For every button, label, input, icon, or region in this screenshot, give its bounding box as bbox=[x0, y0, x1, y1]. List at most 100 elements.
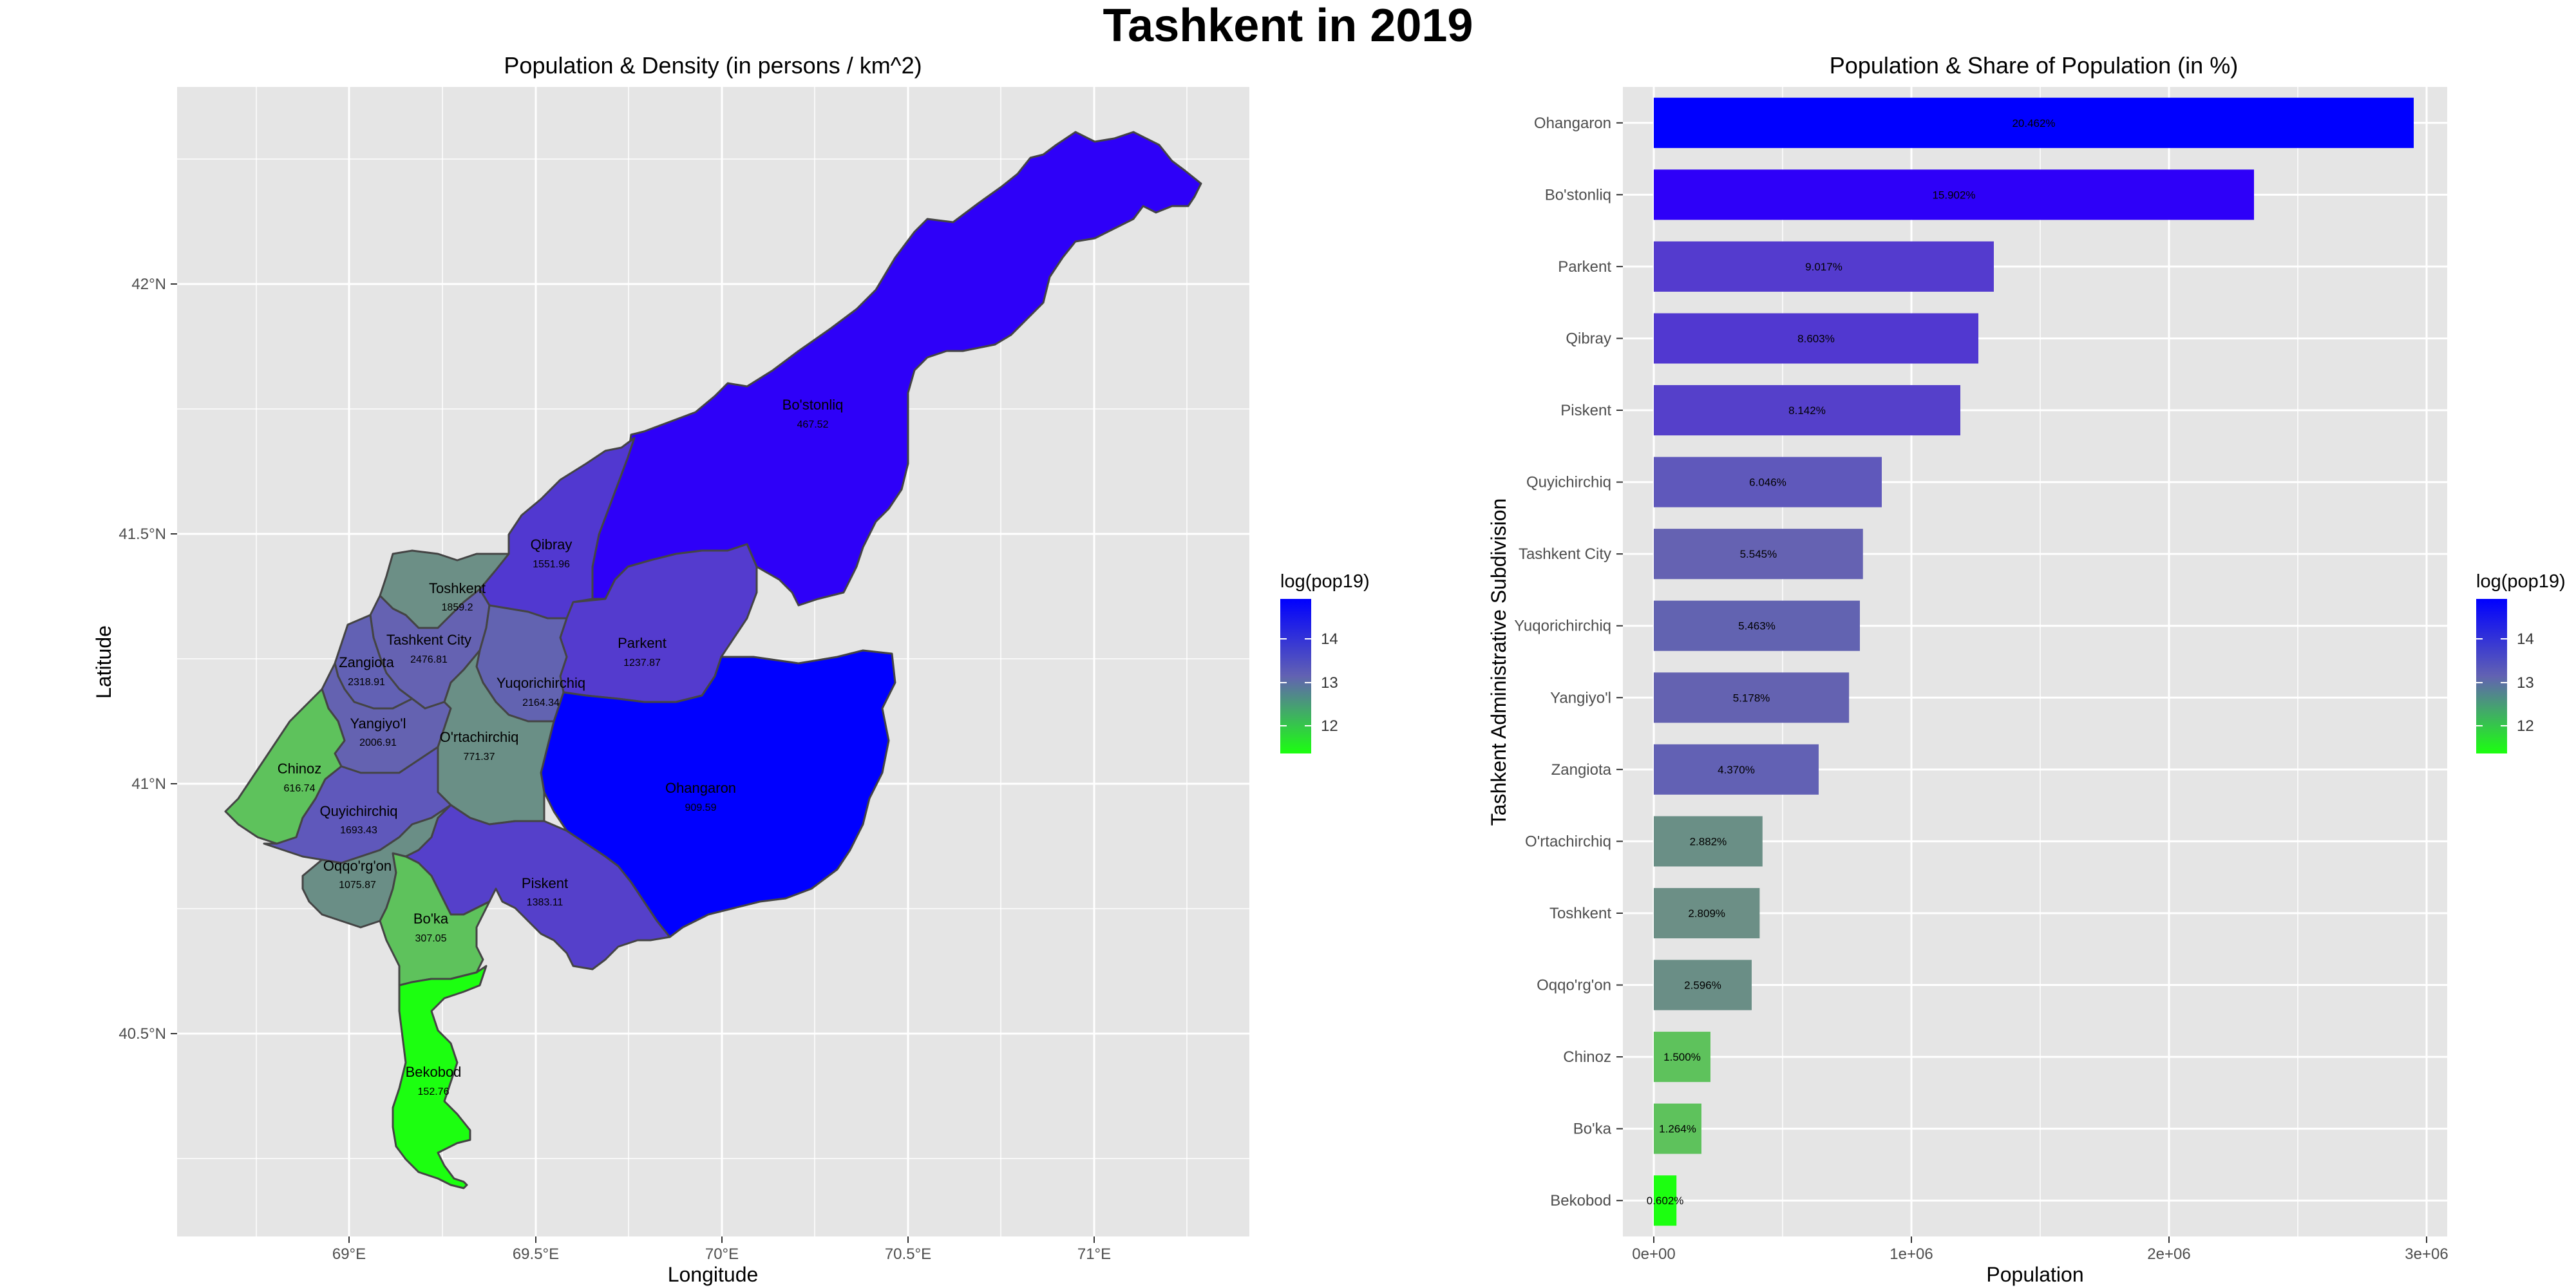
region-label: Parkent bbox=[618, 635, 667, 651]
region-label: Toshkent bbox=[429, 580, 486, 596]
bar bbox=[1654, 887, 1760, 939]
region-density-label: 1237.87 bbox=[623, 658, 661, 668]
bar-y-axis-label: Tashkent Administrative Subdivision bbox=[1487, 498, 1510, 826]
bar-data-label: 2.596% bbox=[1684, 980, 1721, 992]
region-label: Tashkent City bbox=[386, 632, 471, 648]
bar-data-label: 5.545% bbox=[1740, 548, 1777, 560]
region-boka bbox=[379, 852, 491, 987]
y-tick-label: Bekobod bbox=[1550, 1192, 1611, 1209]
map-x-axis-label: Longitude bbox=[668, 1263, 759, 1286]
y-tick-label: Quyichirchiq bbox=[1526, 474, 1611, 491]
map-region-labels: Bo'stonliq 467.52 Qibray 1551.96 Toshken… bbox=[278, 397, 844, 1097]
region-density-label: 1859.2 bbox=[442, 602, 473, 613]
bar-data-label: 2.882% bbox=[1690, 835, 1727, 848]
y-tick-label: Chinoz bbox=[1563, 1048, 1611, 1066]
x-tick-label: 70°E bbox=[705, 1245, 739, 1263]
bar-data-label: 8.142% bbox=[1788, 404, 1826, 417]
region-density-label: 1075.87 bbox=[339, 880, 376, 891]
region-density-label: 1693.43 bbox=[340, 825, 377, 836]
region-density-label: 2006.91 bbox=[359, 737, 397, 748]
bar-data-label: 4.370% bbox=[1718, 764, 1755, 776]
y-tick-label: 41°N bbox=[131, 775, 166, 793]
bar-legend: log(pop19) 14 13 12 bbox=[2476, 571, 2566, 753]
bar-data-label: 1.500% bbox=[1663, 1051, 1701, 1063]
region-label: Bo'stonliq bbox=[782, 397, 844, 413]
bar bbox=[1654, 384, 1960, 436]
region-label: Yuqorichirchiq bbox=[497, 675, 585, 691]
x-tick-label: 69.5°E bbox=[513, 1245, 559, 1263]
legend-tick-label: 13 bbox=[2517, 674, 2534, 692]
x-tick-label: 71°E bbox=[1077, 1245, 1111, 1263]
region-density-label: 771.37 bbox=[464, 752, 495, 762]
region-label: Ohangaron bbox=[665, 780, 736, 796]
x-tick-label: 2e+06 bbox=[2147, 1245, 2190, 1263]
map-y-tick-labels: 40.5°N 41°N 41.5°N 42°N bbox=[118, 276, 166, 1043]
bar-data-label: 1.264% bbox=[1659, 1123, 1696, 1135]
bar bbox=[1654, 600, 1860, 651]
bar-axes: Ohangaron Bo'stonliq Parkent Qibray Piskent Q… bbox=[1514, 115, 2448, 1263]
y-tick-label: Zangiota bbox=[1551, 761, 1612, 779]
region-label: Yangiyo'l bbox=[350, 715, 406, 732]
legend-tick-label: 12 bbox=[2517, 717, 2534, 735]
bar bbox=[1654, 529, 1863, 580]
region-label: Oqqo'rg'on bbox=[323, 858, 392, 874]
region-density-label: 2318.91 bbox=[348, 677, 385, 688]
map-x-tick-labels: 69°E 69.5°E 70°E 70.5°E 71°E bbox=[332, 1245, 1111, 1263]
map-legend: log(pop19) 14 13 12 bbox=[1280, 571, 1370, 753]
legend-tick-label: 14 bbox=[2517, 630, 2534, 648]
figure-title: Tashkent in 2019 bbox=[1103, 0, 1473, 52]
y-tick-label: Bo'ka bbox=[1573, 1121, 1612, 1138]
y-tick-label: Tashkent City bbox=[1519, 545, 1611, 563]
legend-title: log(pop19) bbox=[2476, 571, 2566, 592]
region-label: Qibray bbox=[531, 536, 573, 553]
region-density-label: 152.76 bbox=[418, 1086, 450, 1097]
region-density-label: 2476.81 bbox=[410, 654, 448, 665]
y-tick-label: Yuqorichirchiq bbox=[1514, 618, 1611, 635]
y-tick-label: Yangiyo'l bbox=[1550, 689, 1611, 706]
map-regions bbox=[224, 131, 1202, 1189]
bar bbox=[1654, 1032, 1710, 1083]
bar-data-label: 5.178% bbox=[1733, 692, 1770, 704]
bar-marks: 20.462% 15.902% 9.017% 8.603% 8.142% 6.046% 5.… bbox=[1647, 97, 2414, 1226]
region-density-label: 2164.34 bbox=[522, 697, 560, 708]
bar bbox=[1654, 744, 1819, 795]
region-bekobod bbox=[392, 965, 488, 1189]
region-label: Zangiota bbox=[339, 654, 394, 670]
y-tick-label: Qibray bbox=[1566, 330, 1611, 347]
y-tick-label: Parkent bbox=[1558, 258, 1611, 276]
y-tick-label: Bo'stonliq bbox=[1545, 186, 1611, 204]
y-tick-label: 40.5°N bbox=[118, 1025, 166, 1043]
bar bbox=[1654, 97, 2414, 148]
region-label: Piskent bbox=[522, 875, 568, 891]
map-y-axis-label: Latitude bbox=[92, 625, 115, 699]
bar-data-label: 9.017% bbox=[1805, 261, 1842, 273]
legend-title: log(pop19) bbox=[1280, 571, 1370, 592]
bar bbox=[1654, 1103, 1701, 1154]
legend-colorbar bbox=[2476, 599, 2507, 753]
map-title: Population & Density (in persons / km^2) bbox=[504, 52, 922, 79]
region-label: Chinoz bbox=[278, 761, 321, 777]
region-label: O'rtachirchiq bbox=[440, 729, 519, 745]
region-label: Quyichirchiq bbox=[319, 803, 397, 819]
y-tick-label: 42°N bbox=[131, 276, 166, 293]
region-density-label: 1551.96 bbox=[533, 559, 570, 570]
legend-tick-label: 12 bbox=[1321, 717, 1338, 735]
bar bbox=[1654, 241, 1994, 292]
region-density-label: 909.59 bbox=[685, 802, 717, 813]
region-label: Bekobod bbox=[406, 1064, 462, 1080]
y-tick-label: Piskent bbox=[1560, 402, 1611, 419]
x-tick-label: 69°E bbox=[332, 1245, 366, 1263]
region-density-label: 616.74 bbox=[284, 783, 316, 794]
bar bbox=[1654, 1175, 1677, 1226]
y-tick-label: Toshkent bbox=[1549, 905, 1611, 922]
bar-data-label: 15.902% bbox=[1932, 189, 1975, 201]
y-tick-label: O'rtachirchiq bbox=[1525, 833, 1611, 850]
bar-data-label: 5.463% bbox=[1738, 620, 1776, 632]
bar bbox=[1654, 169, 2254, 220]
legend-colorbar bbox=[1280, 599, 1311, 753]
bar bbox=[1654, 960, 1752, 1010]
x-tick-label: 70.5°E bbox=[885, 1245, 931, 1263]
bar-data-label: 8.603% bbox=[1797, 332, 1835, 345]
